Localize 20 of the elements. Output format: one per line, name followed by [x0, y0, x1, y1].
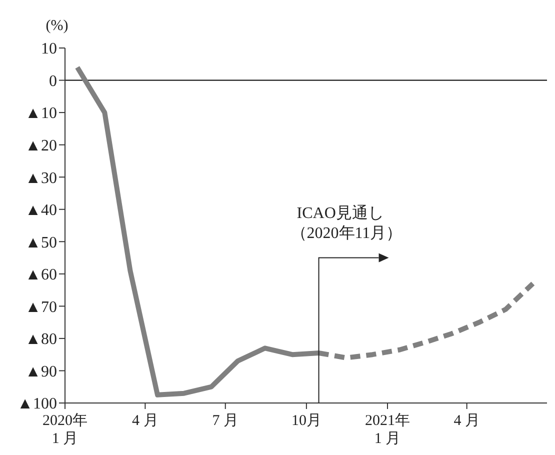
y-tick-label: 10: [41, 40, 57, 58]
x-tick-label: 7 月: [212, 413, 238, 429]
y-tick-label: ▲20: [25, 138, 57, 154]
y-tick-label: ▲10: [25, 105, 57, 122]
y-axis-title: (%): [46, 18, 68, 34]
x-tick-label: 10月: [291, 413, 322, 429]
y-tick-label: ▲50: [25, 234, 57, 252]
y-tick-label: ▲40: [25, 202, 57, 220]
y-tick-label: ▲100: [17, 396, 57, 413]
y-tick-label: ▲30: [25, 170, 57, 187]
y-tick-label: 0: [49, 72, 57, 90]
y-tick-label: ▲90: [25, 363, 57, 380]
y-tick-label: ▲70: [25, 298, 57, 316]
x-tick-label: 2020年 1 月: [42, 412, 88, 447]
x-tick-label: 2021年 1 月: [365, 412, 410, 447]
x-tick-label: 4 月: [132, 413, 158, 429]
x-tick-label: 4 月: [454, 413, 480, 429]
y-tick-label: ▲80: [25, 331, 57, 348]
y-tick-label: ▲60: [25, 266, 57, 284]
annotation: ICAO見通し（2020年11月）: [290, 204, 402, 242]
